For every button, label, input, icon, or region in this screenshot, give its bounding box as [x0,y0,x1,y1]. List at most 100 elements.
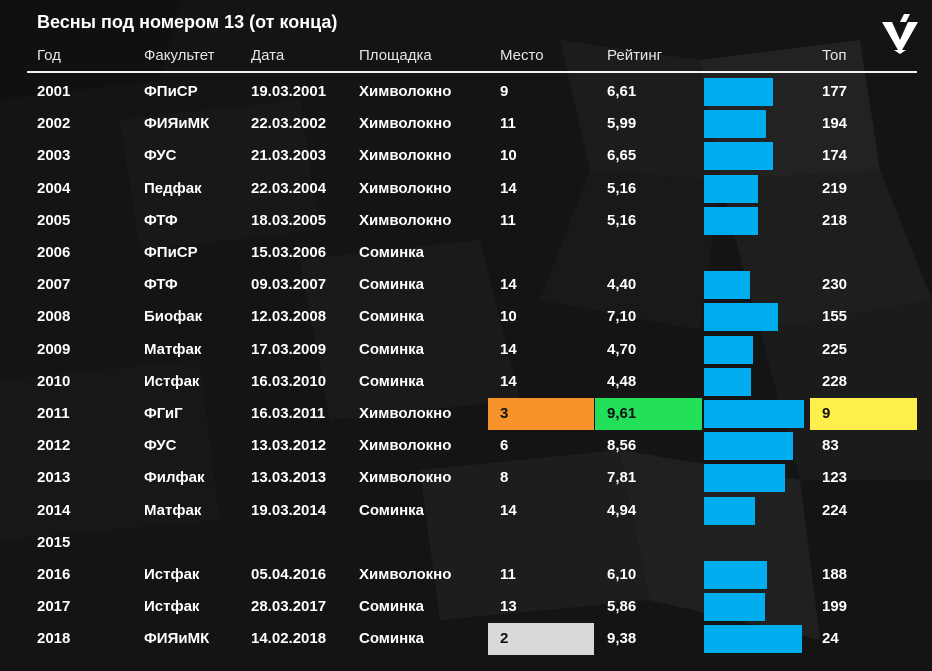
table-row: 2017 Истфак 28.03.2017 Соминка 13 5,86 199 [0,591,932,623]
column-header-row: Год Факультет Дата Площадка Место Рейтин… [0,44,932,68]
date-cell: 16.03.2011 [251,405,326,422]
rating-cell: 6,65 [607,147,637,165]
rating-bar [704,561,768,589]
venue-cell: Химволокно [359,566,452,583]
place-cell: 10 [500,147,517,165]
chart-title: Весны под номером 13 (от конца) [37,12,338,32]
faculty-cell: Филфак [144,469,205,487]
rating-cell: 5,16 [607,179,637,197]
venue-cell: Соминка [359,244,425,261]
place-cell: 6 [500,437,509,455]
column-header-place: Место [500,47,544,64]
year-cell: 2003 [37,147,71,165]
place-cell: 8 [500,469,509,487]
faculty-cell: ФИЯиМК [144,115,210,133]
table-row: 2013 Филфак 13.03.2013 Химволокно 8 7,81 123 [0,462,932,494]
table-row: 2007 ФТФ 09.03.2007 Соминка 14 4,40 230 [0,269,932,301]
year-cell: 2005 [37,211,71,229]
top-cell: 155 [822,308,848,326]
top-cell [810,527,917,559]
top-cell [810,237,917,269]
table-row: 2014 Матфак 19.03.2014 Соминка 14 4,94 224 [0,495,932,527]
venue-cell: Соминка [359,276,425,294]
rating-bar [704,432,794,461]
faculty-cell: Истфак [144,566,200,583]
rating-bar-cell [704,140,810,172]
rating-cell [595,237,702,269]
date-cell: 18.03.2005 [251,211,327,229]
year-cell: 2001 [37,83,71,100]
rating-bar [704,271,750,300]
rating-bar-cell [704,108,810,140]
venue-cell: Соминка [359,308,425,326]
year-cell: 2010 [37,372,71,390]
table-row: 2003 ФУС 21.03.2003 Химволокно 10 6,65 174 [0,140,932,172]
faculty-cell: ФУС [144,437,177,455]
place-cell: 9 [500,83,509,100]
year-cell: 2006 [37,244,71,261]
place-cell: 13 [500,598,517,616]
faculty-cell: Биофак [144,308,203,326]
table-row: 2008 Биофак 12.03.2008 Соминка 10 7,10 155 [0,301,932,333]
year-cell: 2011 [37,405,70,422]
place-cell: 14 [500,340,517,358]
rating-bar-cell [704,334,810,366]
faculty-cell: ФТФ [144,276,178,294]
date-cell: 19.03.2001 [251,83,327,100]
table-row: 2016 Истфак 05.04.2016 Химволокно 11 6,10 188 [0,559,932,591]
venue-cell: Соминка [359,598,425,616]
date-cell: 28.03.2017 [251,598,327,616]
rating-bar-cell [704,430,810,462]
top-cell: 24 [822,630,839,648]
column-header-faculty: Факультет [144,47,215,64]
rating-bar-cell [704,398,810,430]
year-cell: 2009 [37,340,71,358]
venue-cell: Химволокно [359,115,452,133]
date-cell: 17.03.2009 [251,340,327,358]
date-cell: 09.03.2007 [251,276,327,294]
rating-cell: 5,16 [607,211,637,229]
venue-cell: Химволокно [359,147,452,165]
rating-cell: 4,40 [607,276,637,294]
date-cell: 13.03.2012 [251,437,327,455]
top-cell: 83 [822,437,839,455]
top-cell: 228 [822,372,848,390]
year-cell: 2002 [37,115,71,133]
rating-bar [704,142,774,171]
rating-bar-cell [704,366,810,398]
faculty-cell: ФТФ [144,211,178,229]
top-cell: 177 [822,83,848,100]
rating-bar [704,110,767,139]
faculty-cell: ФИЯиМК [144,630,210,648]
date-cell: 14.02.2018 [251,630,327,648]
place-cell: 11 [500,566,516,583]
rating-bar-cell [704,527,810,559]
year-cell: 2008 [37,308,71,326]
venue-cell: Химволокно [359,83,452,100]
top-cell: 219 [822,179,848,197]
place-cell: 14 [500,372,517,390]
rating-bar-cell [704,205,810,237]
logo-icon [882,14,918,54]
date-cell: 19.03.2014 [251,501,327,519]
rating-cell: 7,10 [607,308,637,326]
place-cell: 10 [500,308,517,326]
rating-bar [704,464,786,493]
top-cell: 9 [810,398,917,430]
year-cell: 2014 [37,501,71,519]
year-cell: 2018 [37,630,71,648]
table-row: 2011 ФГиГ 16.03.2011 Химволокно 3 9,61 9 [0,398,932,430]
date-cell: 22.03.2002 [251,115,327,133]
faculty-cell: ФПиСР [144,83,198,100]
faculty-cell: Истфак [144,372,200,390]
table-row: 2006 ФПиСР 15.03.2006 Соминка [0,237,932,269]
rating-cell: 9,61 [595,398,702,430]
rating-bar-cell [704,269,810,301]
rating-bar [704,593,765,622]
date-cell: 05.04.2016 [251,566,327,583]
rating-cell: 7,81 [607,469,637,487]
table-row: 2018 ФИЯиМК 14.02.2018 Соминка 2 9,38 24 [0,623,932,656]
table-row: 2010 Истфак 16.03.2010 Соминка 14 4,48 228 [0,366,932,398]
date-cell: 22.03.2004 [251,179,327,197]
top-cell: 174 [822,147,848,165]
